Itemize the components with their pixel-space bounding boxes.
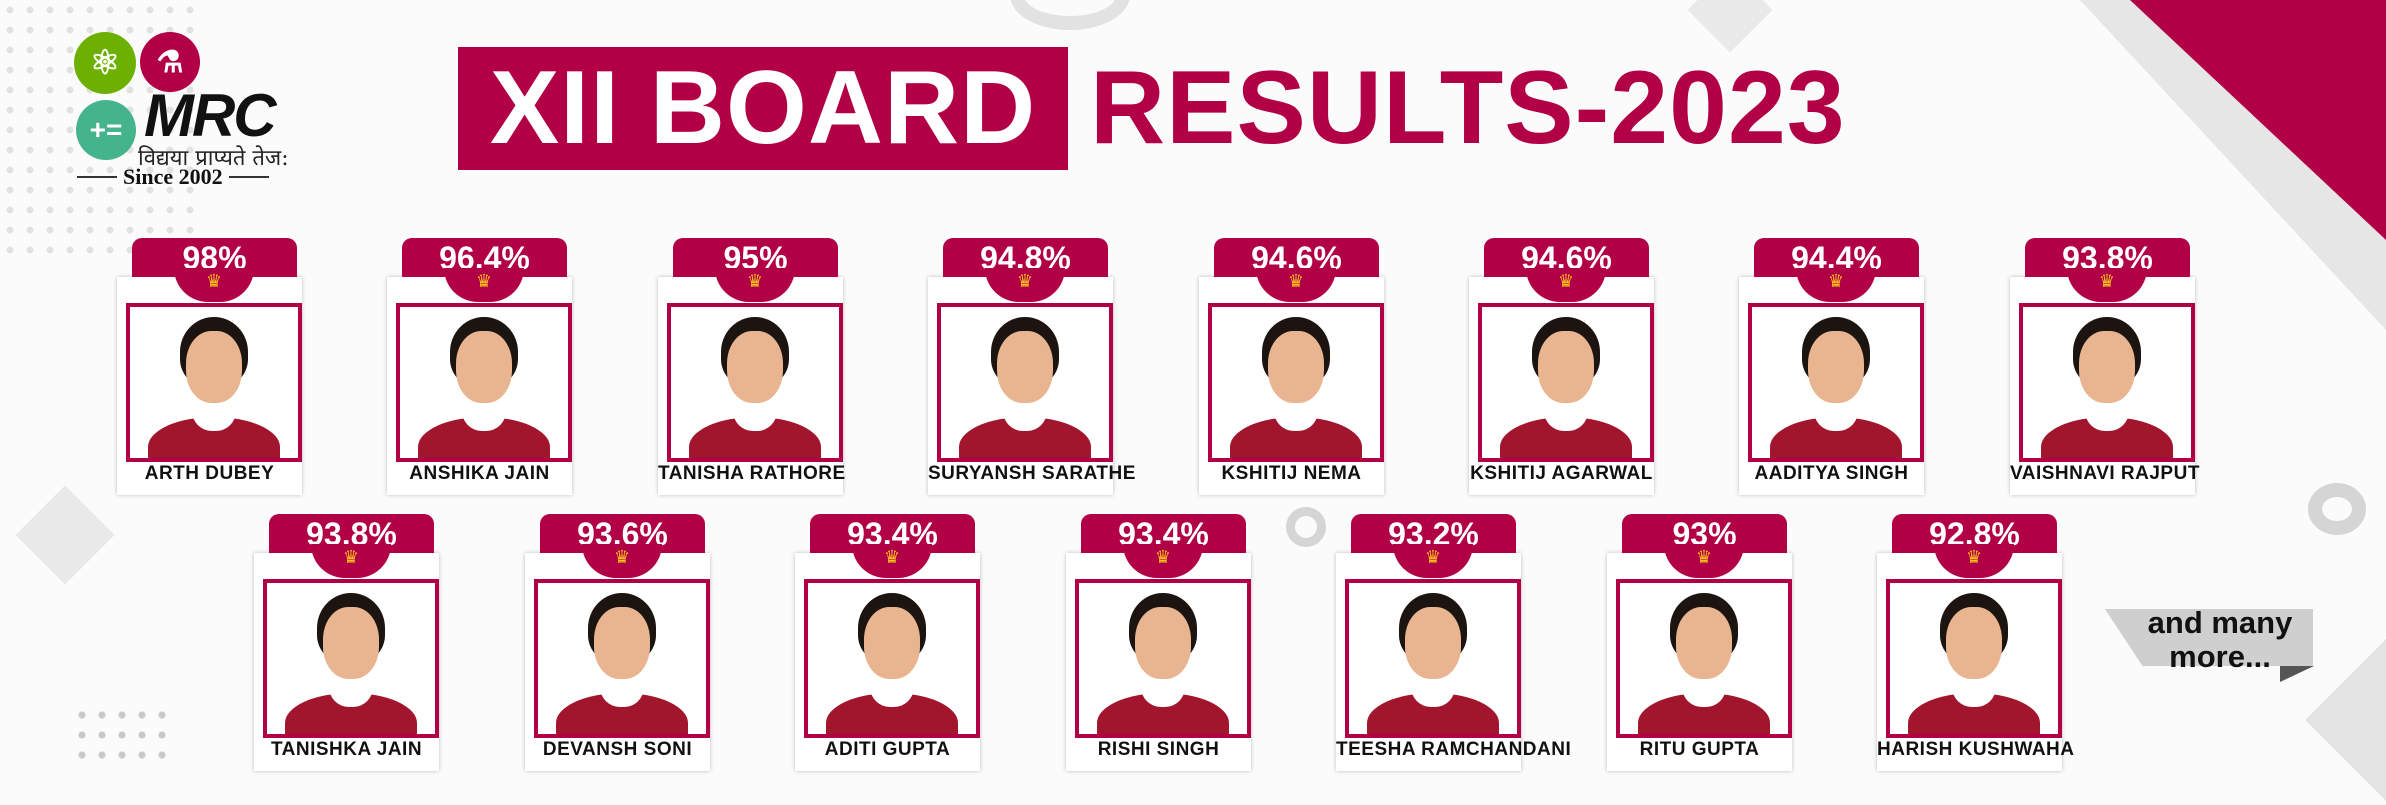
student-photo <box>1616 579 1792 738</box>
flask-icon: ⚗ <box>140 32 200 92</box>
photo-collar <box>870 687 914 707</box>
student-photo <box>1478 303 1654 462</box>
decorative-diamond <box>1687 0 1773 53</box>
photo-collar <box>192 411 236 431</box>
math-symbols-icon: += <box>76 100 136 160</box>
student-name: AADITYA SINGH <box>1754 463 1909 484</box>
student-photo <box>804 579 980 738</box>
student-photo <box>263 579 439 738</box>
photo-collar <box>1411 687 1455 707</box>
student-name: ADITI GUPTA <box>824 739 951 760</box>
student-photo <box>396 303 572 462</box>
photo-face <box>186 331 242 403</box>
decorative-dots <box>72 705 172 765</box>
photo-face <box>1538 331 1594 403</box>
topper-card: 94.6% ♛ KSHITIJ NEMA <box>1199 238 1384 495</box>
student-name: DEVANSH SONI <box>542 739 693 760</box>
since-text: Since 2002 <box>123 164 223 189</box>
student-name: TANISHKA JAIN <box>270 739 423 760</box>
student-name: TANISHA RATHORE <box>658 463 846 484</box>
topper-card: 98% ♛ ARTH DUBEY <box>117 238 302 495</box>
student-photo <box>2019 303 2195 462</box>
student-name: RISHI SINGH <box>1097 739 1220 760</box>
logo-since: Since 2002 <box>77 164 269 190</box>
more-banner <box>2105 609 2313 666</box>
photo-collar <box>1544 411 1588 431</box>
photo-face <box>1135 607 1191 679</box>
topper-card: 94.8% ♛ SURYANSH SARATHE <box>928 238 1136 495</box>
photo-face <box>2079 331 2135 403</box>
student-name: ARTH DUBEY <box>144 463 275 484</box>
student-name: ANSHIKA JAIN <box>409 463 550 484</box>
student-name: SURYANSH SARATHE <box>928 463 1136 484</box>
logo-motto: विद्यया प्राप्यते तेज: <box>138 146 289 171</box>
student-photo <box>1075 579 1251 738</box>
photo-face <box>864 607 920 679</box>
student-name: VAISHNAVI RAJPUT <box>2010 463 2200 484</box>
student-name: RITU GUPTA <box>1639 739 1760 760</box>
photo-collar <box>1274 411 1318 431</box>
photo-collar <box>2085 411 2129 431</box>
topper-card: 93% ♛ RITU GUPTA <box>1607 514 1792 771</box>
topper-card: 93.8% ♛ TANISHKA JAIN <box>254 514 439 771</box>
topper-card: 92.8% ♛ HARISH KUSHWAHA <box>1877 514 2075 771</box>
photo-collar <box>600 687 644 707</box>
decorative-ring <box>1286 507 1326 547</box>
student-name: KSHITIJ NEMA <box>1221 463 1362 484</box>
photo-face <box>1946 607 2002 679</box>
photo-collar <box>1141 687 1185 707</box>
atom-icon: ⚛ <box>74 32 136 94</box>
student-photo <box>667 303 843 462</box>
topper-card: 93.8% ♛ VAISHNAVI RAJPUT <box>2010 238 2200 495</box>
photo-collar <box>733 411 777 431</box>
student-photo <box>1748 303 1924 462</box>
student-name: KSHITIJ AGARWAL <box>1470 463 1653 484</box>
photo-face <box>1268 331 1324 403</box>
photo-collar <box>1814 411 1858 431</box>
student-photo <box>1886 579 2062 738</box>
topper-card: 94.4% ♛ AADITYA SINGH <box>1739 238 1924 495</box>
student-photo <box>534 579 710 738</box>
student-photo <box>126 303 302 462</box>
topper-card: 96.4% ♛ ANSHIKA JAIN <box>387 238 572 495</box>
logo: ⚛ ⚗ += MRC विद्यया प्राप्यते तेज: Since … <box>72 30 302 190</box>
photo-collar <box>462 411 506 431</box>
decorative-ring <box>2308 483 2366 535</box>
photo-face <box>594 607 650 679</box>
student-name: TEESHA RAMCHANDANI <box>1336 739 1572 760</box>
topper-card: 95% ♛ TANISHA RATHORE <box>658 238 846 495</box>
photo-collar <box>1003 411 1047 431</box>
decorative-diamond <box>2305 635 2386 805</box>
decorative-ring <box>1010 0 1130 30</box>
more-label: and many more... <box>2147 605 2293 674</box>
student-name: HARISH KUSHWAHA <box>1877 739 2075 760</box>
title-rest: RESULTS-2023 <box>1090 50 1846 166</box>
photo-face <box>323 607 379 679</box>
photo-face <box>727 331 783 403</box>
student-photo <box>1345 579 1521 738</box>
photo-collar <box>329 687 373 707</box>
topper-card: 93.4% ♛ RISHI SINGH <box>1066 514 1251 771</box>
topper-card: 94.6% ♛ KSHITIJ AGARWAL <box>1469 238 1654 495</box>
crown-icon: ♛ <box>174 268 254 302</box>
topper-card: 93.2% ♛ TEESHA RAMCHANDANI <box>1336 514 1572 771</box>
student-photo <box>1208 303 1384 462</box>
photo-face <box>1405 607 1461 679</box>
topper-card: 93.4% ♛ ADITI GUPTA <box>795 514 980 771</box>
decorative-diamond <box>15 485 115 585</box>
student-photo <box>937 303 1113 462</box>
photo-face <box>456 331 512 403</box>
topper-card: 93.6% ♛ DEVANSH SONI <box>525 514 710 771</box>
photo-face <box>1808 331 1864 403</box>
photo-face <box>1676 607 1732 679</box>
title-highlight: XII BOARD <box>458 47 1068 170</box>
photo-collar <box>1682 687 1726 707</box>
photo-collar <box>1952 687 1996 707</box>
photo-face <box>997 331 1053 403</box>
logo-wordmark: MRC <box>144 82 277 149</box>
